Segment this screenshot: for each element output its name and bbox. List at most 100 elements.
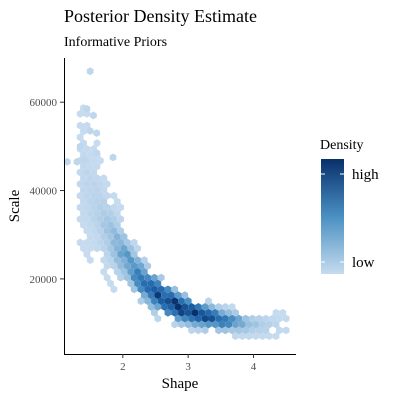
hexbin-cell [130, 250, 138, 259]
hexbin-cell [83, 104, 91, 113]
hexbin-cell [97, 226, 104, 235]
hexbin-cell [154, 291, 162, 300]
hexbin-cell [181, 291, 189, 300]
hexbin-cell [194, 314, 202, 323]
hexbin-cell [110, 262, 118, 270]
hexbin-cell [100, 256, 108, 264]
hexbin-cell [100, 197, 108, 206]
chart-subtitle: Informative Priors [64, 35, 167, 50]
hexbin-cell [194, 326, 202, 335]
hexbin-cell [259, 332, 266, 341]
hexbin-cell [83, 168, 91, 177]
hexbin-cell [245, 320, 253, 329]
hexbin-cell [120, 256, 128, 264]
hexbin-cell [174, 303, 182, 311]
hexbin-cell [201, 326, 209, 335]
hexbin-cell [83, 203, 91, 212]
hexbin-cell [194, 303, 202, 311]
hexbin-cell [144, 285, 152, 294]
hexbin-cell [255, 326, 263, 335]
hexbin-cell [147, 303, 155, 311]
hexbin-cell [164, 285, 172, 294]
hexbin-cell [134, 279, 141, 288]
hexbin-cell [76, 203, 84, 212]
hexbin-cell [107, 244, 114, 253]
legend: Density high low [320, 138, 379, 274]
hexbin-cell [83, 145, 91, 153]
hexbin-cell [110, 226, 118, 235]
hexbin-cell [80, 197, 87, 206]
hexbin-cell [221, 303, 229, 311]
hexbin-cell [147, 279, 155, 288]
hexbin-cell [147, 291, 155, 300]
hexbin-cell [134, 267, 141, 276]
hexbin-cell [100, 267, 108, 276]
hexbin-cell [262, 314, 270, 323]
hexbin-cell [86, 150, 94, 159]
hexbin-cell [107, 209, 114, 218]
hexbin-cell [191, 308, 199, 317]
hexbin-cell [228, 326, 236, 335]
hexbin-cell [113, 244, 121, 253]
hexbin-cell [228, 303, 236, 311]
hexbin-cell [174, 291, 182, 300]
hexbin-cell [188, 303, 195, 311]
hexbin-cell [83, 226, 91, 235]
chart-title: Posterior Density Estimate [64, 6, 257, 26]
hexbin-cell [137, 273, 145, 282]
hexbin-cell [80, 209, 87, 218]
hexbin-cell [93, 162, 101, 171]
hexbin-cell [86, 67, 94, 76]
hexbin-cell [252, 332, 260, 341]
hexbin-cell [171, 285, 179, 294]
hexbin-cell [124, 238, 131, 247]
hexbin-cell [127, 279, 135, 288]
legend-label-low: low [352, 255, 375, 271]
hexbin-cell [83, 238, 91, 247]
x-axis-title: Shape [162, 376, 199, 392]
hexbin-cell [76, 121, 84, 130]
hexbin-cell [93, 186, 101, 194]
hexbin-cell [90, 156, 98, 165]
hexbin-cell [83, 250, 91, 259]
hexbin-cell [134, 256, 141, 264]
hexbin-cell [76, 109, 84, 118]
hexbin-cell [76, 191, 84, 200]
hexbin-cell [215, 326, 222, 335]
hexbin-cell [86, 232, 94, 241]
hexbin-cell [225, 308, 233, 317]
y-axis-ticks: 20000 40000 60000 [30, 97, 64, 286]
hexbin-cell [103, 238, 111, 247]
hexbin-cell [86, 186, 94, 194]
hexbin-cell [134, 244, 141, 253]
hexbin-cell [107, 221, 114, 229]
hexbin-cell [225, 320, 233, 329]
hexbin-cell [245, 332, 253, 341]
hexbin-cell [191, 320, 199, 329]
hexbin-cell [144, 273, 152, 282]
hexbin-cell [103, 250, 111, 259]
hexbin-cell [86, 221, 94, 229]
hexbin-cell [167, 303, 175, 311]
hexbin-cell [90, 191, 98, 200]
hexbin-cell [76, 238, 84, 247]
hexbin-cell [100, 232, 108, 241]
hexbin-cell [107, 232, 114, 241]
hexbin-cell [83, 215, 91, 224]
hexbin-cell [249, 314, 256, 323]
hexbin-cell [93, 221, 101, 229]
hexbin-cell [232, 308, 239, 317]
hexbin-cell [205, 320, 212, 329]
hexbin-cell [154, 314, 162, 323]
hexbin-cell [232, 332, 239, 341]
hexbin-cell [151, 273, 158, 282]
hexbin-cell [90, 226, 98, 235]
hexbin-cell [265, 320, 273, 329]
hexbin-cell [174, 314, 182, 323]
hexbin-cell [90, 203, 98, 212]
hexbin-cell [269, 314, 277, 323]
hexbin-cell [124, 273, 131, 282]
hexbin-cell [205, 308, 212, 317]
hexbin-cell [76, 168, 84, 177]
